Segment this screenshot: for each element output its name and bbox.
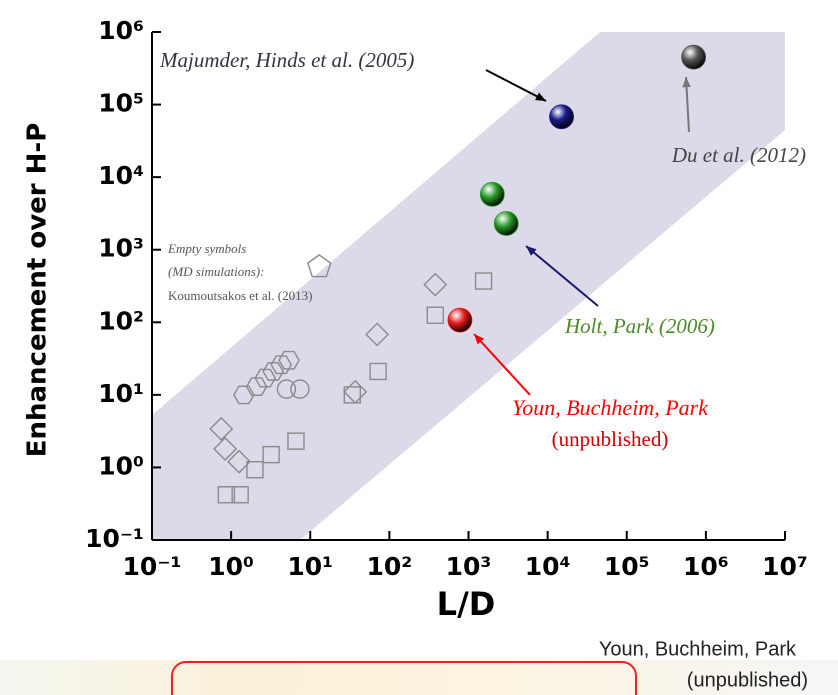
sphere-marker — [681, 44, 707, 70]
arrow-head — [526, 246, 537, 256]
trend-band — [152, 32, 785, 540]
annotation: Majumder, Hinds et al. (2005) — [159, 48, 414, 72]
square-marker — [217, 486, 236, 504]
y-tick-label: 10⁵ — [98, 89, 144, 118]
arrow-line — [525, 245, 599, 307]
diamond-marker — [423, 272, 448, 297]
hexagon-marker — [233, 385, 255, 405]
square-marker — [287, 432, 305, 450]
sphere-marker — [479, 181, 505, 207]
y-tick-label: 10¹ — [98, 379, 144, 408]
square-marker — [474, 272, 493, 290]
y-tick-label: 10⁴ — [98, 161, 144, 190]
square-marker — [369, 362, 387, 381]
hexagon-marker — [254, 368, 277, 388]
sphere-marker — [549, 104, 574, 130]
sphere-marker — [447, 307, 473, 333]
square-marker — [426, 306, 444, 324]
x-tick-label: 10² — [367, 552, 413, 581]
circle-marker — [276, 379, 297, 399]
annotation: (unpublished) — [687, 669, 808, 691]
pentagon-marker — [307, 254, 332, 278]
x-axis-label: L/D — [437, 585, 496, 623]
circle-marker — [290, 379, 310, 399]
annotation: (unpublished) — [552, 427, 669, 451]
annotation: Youn, Buchheim, Park — [599, 638, 797, 660]
y-tick-label: 10⁰ — [98, 451, 144, 480]
diamond-marker — [227, 449, 252, 474]
x-tick-label: 10⁰ — [208, 552, 254, 581]
diamond-marker — [365, 322, 390, 347]
red-frame — [171, 661, 637, 695]
square-marker — [246, 461, 264, 479]
bottom-strip — [0, 660, 838, 695]
y-axis-label: Enhancement over H-P — [23, 123, 53, 458]
diamond-marker — [213, 436, 238, 461]
annotation: (MD simulations): — [168, 264, 264, 279]
hexagon-marker — [278, 350, 300, 370]
annotation: Empty symbols — [167, 241, 246, 256]
x-tick-label: 10⁵ — [604, 552, 650, 581]
sphere-marker — [493, 211, 519, 236]
x-tick-label: 10⁶ — [683, 552, 729, 581]
y-tick-label: 10² — [98, 306, 144, 335]
x-tick-label: 10⁻¹ — [123, 552, 182, 581]
x-tick-label: 10⁷ — [762, 552, 808, 581]
annotation: Holt, Park (2006) — [564, 314, 715, 338]
diamond-marker — [209, 416, 234, 441]
square-marker — [262, 445, 280, 464]
hexagon-marker — [270, 355, 293, 375]
arrow-head — [474, 334, 485, 345]
annotation: Du et al. (2012) — [671, 143, 806, 167]
arrow-head — [682, 77, 691, 88]
arrow-line — [485, 69, 547, 102]
y-tick-label: 10³ — [98, 234, 144, 263]
hexagon-marker — [245, 377, 268, 396]
arrow-head — [535, 92, 546, 101]
x-tick-label: 10³ — [446, 552, 492, 581]
arrow-line — [473, 333, 531, 396]
square-marker — [343, 386, 362, 404]
square-marker — [231, 486, 249, 504]
annotation: Koumoutsakos et al. (2013) — [168, 288, 312, 303]
x-tick-label: 10⁴ — [525, 552, 571, 581]
x-tick-label: 10¹ — [287, 552, 333, 581]
y-tick-label: 10⁶ — [98, 16, 144, 45]
hexagon-marker — [262, 362, 284, 381]
annotation: Youn, Buchheim, Park — [512, 395, 709, 420]
y-tick-label: 10⁻¹ — [85, 524, 144, 553]
